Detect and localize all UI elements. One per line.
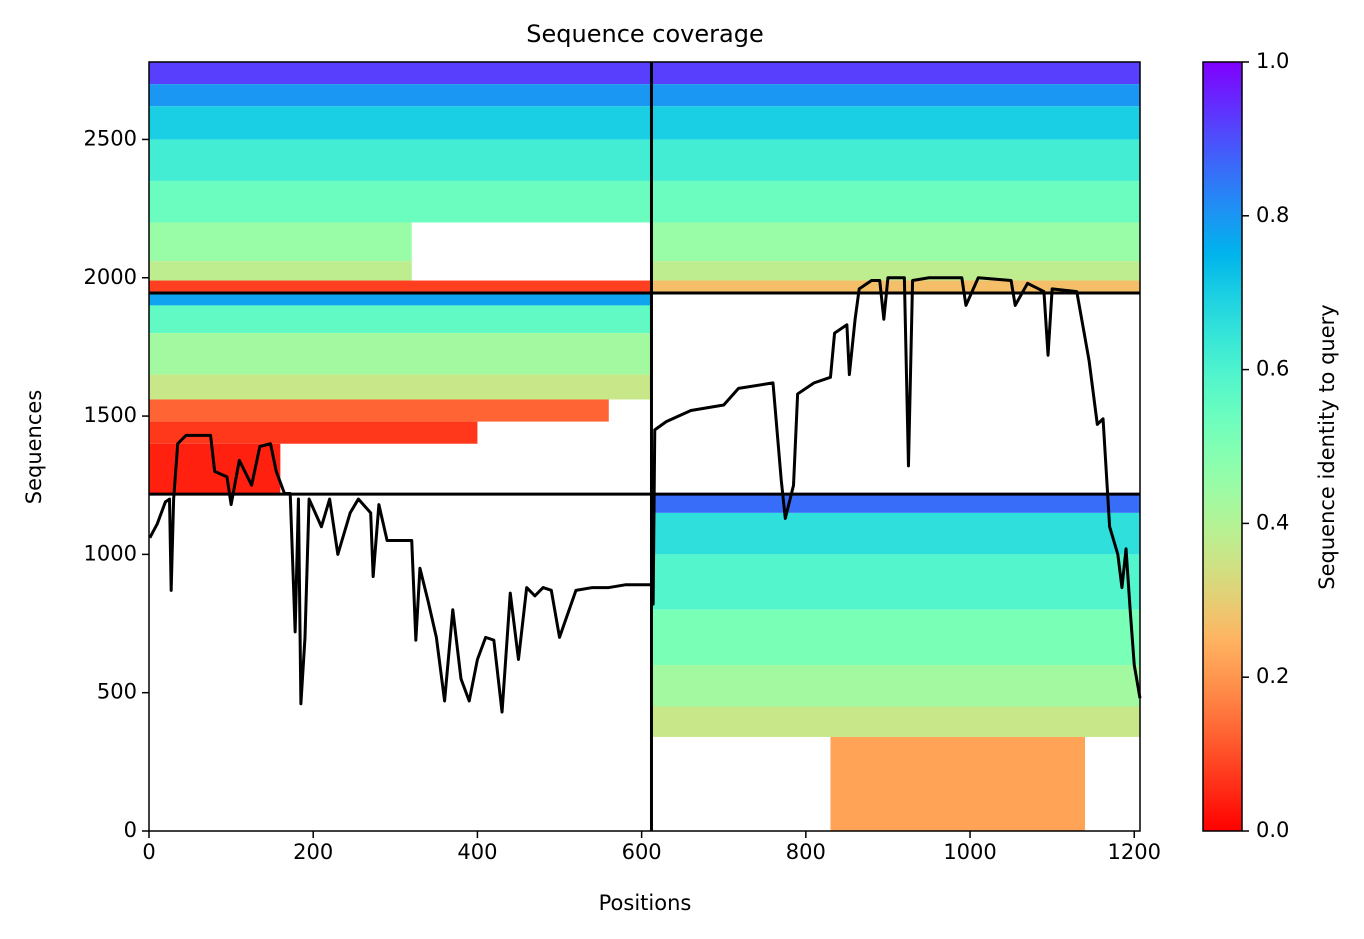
coverage-block bbox=[149, 333, 652, 375]
coverage-block bbox=[149, 106, 1140, 140]
coverage-block bbox=[149, 280, 652, 293]
coverage-block bbox=[651, 609, 1140, 666]
coverage-block bbox=[651, 280, 1140, 293]
coverage-block bbox=[149, 84, 1140, 107]
x-tick-label: 200 bbox=[293, 840, 333, 864]
colorbar-tick-label: 1.0 bbox=[1256, 49, 1289, 73]
x-tick-label: 1000 bbox=[943, 840, 996, 864]
coverage-block bbox=[149, 222, 412, 262]
coverage-block bbox=[149, 399, 609, 422]
x-tick-label: 0 bbox=[142, 840, 155, 864]
coverage-block bbox=[149, 139, 1140, 181]
colorbar-tick-label: 0.0 bbox=[1256, 818, 1289, 842]
x-tick-label: 400 bbox=[457, 840, 497, 864]
y-tick-label: 500 bbox=[97, 680, 137, 704]
y-tick-label: 2000 bbox=[84, 265, 137, 289]
colorbar-tick-label: 0.6 bbox=[1256, 357, 1289, 381]
y-tick-label: 1500 bbox=[84, 403, 137, 427]
coverage-block bbox=[651, 494, 1140, 513]
colorbar bbox=[1202, 61, 1243, 832]
colorbar-label: Sequence identity to query bbox=[1315, 304, 1339, 589]
coverage-block bbox=[651, 261, 1140, 281]
coverage-block bbox=[149, 261, 412, 281]
coverage-block bbox=[651, 554, 1140, 610]
coverage-block bbox=[651, 512, 1140, 555]
y-tick-label: 1000 bbox=[84, 541, 137, 565]
y-tick-label: 2500 bbox=[84, 126, 137, 150]
coverage-block bbox=[149, 180, 1140, 223]
coverage-block bbox=[149, 62, 1140, 85]
colorbar-tick-label: 0.2 bbox=[1256, 664, 1289, 688]
chart-title: Sequence coverage bbox=[526, 20, 763, 48]
coverage-block bbox=[651, 706, 1140, 737]
y-axis-label: Sequences bbox=[22, 390, 46, 505]
coverage-block bbox=[651, 665, 1140, 707]
coverage-block bbox=[651, 222, 1140, 262]
x-tick-label: 800 bbox=[786, 840, 826, 864]
plot-frame bbox=[148, 61, 1141, 832]
coverage-block bbox=[830, 736, 1085, 831]
x-axis-label: Positions bbox=[599, 891, 692, 915]
coverage-block bbox=[149, 374, 652, 400]
coverage-block bbox=[149, 292, 652, 306]
coverage-block bbox=[149, 421, 478, 444]
x-tick-label: 1200 bbox=[1108, 840, 1161, 864]
coverage-line bbox=[148, 276, 1142, 714]
colorbar-tick-label: 0.4 bbox=[1256, 510, 1289, 534]
colorbar-tick-label: 0.8 bbox=[1256, 203, 1289, 227]
y-tick-label: 0 bbox=[124, 818, 137, 842]
x-tick-label: 600 bbox=[622, 840, 662, 864]
coverage-block bbox=[149, 305, 652, 334]
